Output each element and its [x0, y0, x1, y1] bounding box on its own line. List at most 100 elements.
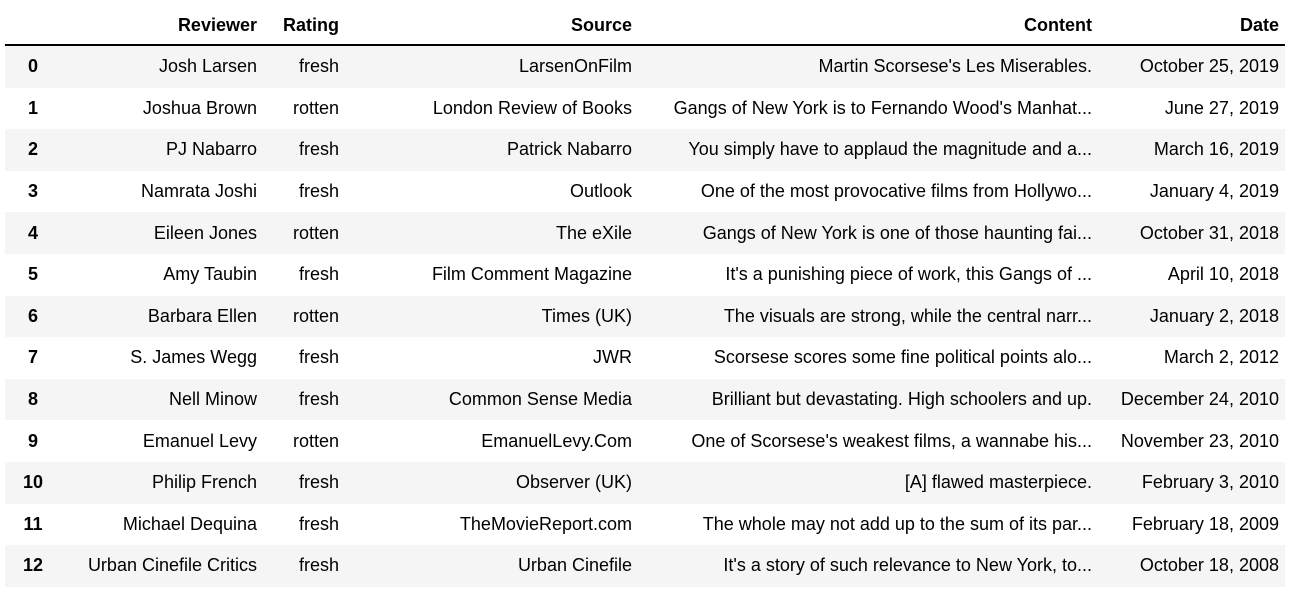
cell-rating: fresh [298, 472, 339, 493]
column-header-rating: Rating [263, 6, 345, 46]
cell-source: TheMovieReport.com [459, 513, 632, 534]
cell-content: Gangs of New York is to Fernando Wood's … [673, 97, 1092, 118]
cell-source: Outlook [569, 181, 632, 202]
cell-date: January 2, 2018 [1149, 305, 1279, 326]
cell-source: Times (UK) [541, 305, 632, 326]
index-header [5, 6, 65, 46]
cell-content: The visuals are strong, while the centra… [723, 305, 1092, 326]
cell-rating: fresh [298, 264, 339, 285]
table-row: 4 Eileen Jones rotten The eXile Gangs of New… [5, 212, 1285, 254]
cell-date: June 27, 2019 [1164, 97, 1279, 118]
column-header-date: Date [1098, 6, 1285, 46]
cell-reviewer: PJ Nabarro [165, 139, 257, 160]
table-row: 2 PJ Nabarro fresh Patrick Nabarro You simpl… [5, 129, 1285, 171]
table-row: 11 Michael Dequina fresh TheMovieReport.com… [5, 503, 1285, 546]
table-row: 12 Urban Cinefile Critics fresh Urban Cinef… [5, 545, 1285, 587]
cell-content: It's a story of such relevance to New Yo… [723, 555, 1092, 576]
column-header-content: Content [638, 6, 1098, 46]
table-row: 5 Amy Taubin fresh Film Comment Magazine It'… [5, 253, 1285, 296]
cell-content: The whole may not add up to the sum of i… [702, 513, 1092, 534]
row-index: 10 [22, 472, 44, 493]
table-row: 3 Namrata Joshi fresh Outlook One of the mos… [5, 170, 1285, 213]
cell-rating: fresh [298, 181, 339, 202]
cell-reviewer: Josh Larsen [158, 56, 257, 77]
cell-reviewer: Namrata Joshi [140, 181, 257, 202]
cell-content: It's a punishing piece of work, this Gan… [725, 264, 1092, 285]
cell-rating: rotten [292, 305, 339, 326]
cell-reviewer: Philip French [151, 472, 257, 493]
row-index: 11 [23, 513, 43, 534]
table-row: 9 Emanuel Levy rotten EmanuelLevy.Com One of… [5, 420, 1285, 462]
cell-reviewer: S. James Wegg [130, 347, 257, 368]
cell-rating: fresh [298, 347, 339, 368]
row-index: 12 [22, 555, 44, 576]
table-row: 0 Josh Larsen fresh LarsenOnFilm Martin Scor… [5, 45, 1285, 88]
cell-date: December 24, 2010 [1120, 389, 1279, 410]
row-index: 1 [27, 97, 38, 118]
cell-reviewer: Nell Minow [168, 389, 257, 410]
cell-reviewer: Joshua Brown [142, 97, 257, 118]
cell-reviewer: Michael Dequina [122, 513, 257, 534]
row-index: 8 [27, 389, 38, 410]
reviews-dataframe: Reviewer Rating Source Content Date 0 Jos… [5, 6, 1285, 587]
cell-source: London Review of Books [432, 97, 632, 118]
cell-reviewer: Emanuel Levy [142, 430, 257, 451]
cell-content: One of Scorsese's weakest films, a wanna… [691, 430, 1092, 451]
cell-reviewer: Urban Cinefile Critics [87, 555, 257, 576]
cell-rating: fresh [298, 139, 339, 160]
column-header-reviewer: Reviewer [65, 6, 263, 46]
row-index: 2 [27, 139, 38, 160]
table-row: 6 Barbara Ellen rotten Times (UK) The visual… [5, 295, 1285, 338]
cell-date: February 3, 2010 [1141, 472, 1279, 493]
row-index: 3 [27, 181, 38, 202]
row-index: 9 [27, 430, 38, 451]
cell-content: [A] flawed masterpiece. [904, 472, 1092, 493]
header-row: Reviewer Rating Source Content Date [5, 6, 1285, 46]
cell-date: March 2, 2012 [1163, 347, 1279, 368]
cell-rating: rotten [292, 222, 339, 243]
cell-rating: rotten [292, 430, 339, 451]
column-header-source: Source [345, 6, 638, 46]
cell-source: Film Comment Magazine [431, 264, 632, 285]
cell-source: JWR [593, 347, 632, 368]
cell-source: The eXile [555, 222, 632, 243]
row-index: 6 [27, 305, 38, 326]
cell-date: October 25, 2019 [1139, 56, 1279, 77]
cell-content: You simply have to applaud the magnitude… [688, 139, 1092, 160]
cell-date: January 4, 2019 [1149, 181, 1279, 202]
cell-date: October 31, 2018 [1139, 222, 1279, 243]
cell-rating: fresh [298, 389, 339, 410]
table-row: 1 Joshua Brown rotten London Review of Book… [5, 87, 1285, 130]
row-index: 4 [27, 222, 38, 243]
row-index: 7 [27, 347, 38, 368]
cell-source: Observer (UK) [515, 472, 632, 493]
table-header: Reviewer Rating Source Content Date [5, 6, 1285, 46]
cell-date: March 16, 2019 [1153, 139, 1279, 160]
row-index: 0 [27, 56, 38, 77]
cell-rating: rotten [292, 97, 339, 118]
cell-content: Brilliant but devastating. High schooler… [711, 389, 1092, 410]
table-row: 8 Nell Minow fresh Common Sense Media Brilli… [5, 378, 1285, 421]
cell-source: LarsenOnFilm [518, 56, 632, 77]
cell-source: Common Sense Media [448, 389, 632, 410]
cell-reviewer: Barbara Ellen [147, 305, 257, 326]
table-body: 0 Josh Larsen fresh LarsenOnFilm Martin Scor… [5, 45, 1285, 587]
cell-date: April 10, 2018 [1167, 264, 1279, 285]
cell-source: Urban Cinefile [517, 555, 632, 576]
cell-source: Patrick Nabarro [506, 139, 632, 160]
cell-reviewer: Amy Taubin [163, 264, 257, 285]
cell-date: February 18, 2009 [1131, 513, 1279, 534]
cell-content: Scorsese scores some fine political poin… [713, 347, 1092, 368]
cell-content: One of the most provocative films from H… [700, 181, 1092, 202]
cell-content: Gangs of New York is one of those haunti… [702, 222, 1092, 243]
cell-reviewer: Eileen Jones [153, 222, 257, 243]
cell-rating: fresh [298, 555, 339, 576]
table-row: 10 Philip French fresh Observer (UK) [A] fla… [5, 461, 1285, 504]
row-index: 5 [27, 264, 38, 285]
cell-content: Martin Scorsese's Les Miserables. [818, 56, 1092, 77]
cell-rating: fresh [298, 56, 339, 77]
cell-source: EmanuelLevy.Com [481, 430, 632, 451]
cell-date: November 23, 2010 [1120, 430, 1279, 451]
table-row: 7 S. James Wegg fresh JWR Scorsese scores so… [5, 337, 1285, 379]
